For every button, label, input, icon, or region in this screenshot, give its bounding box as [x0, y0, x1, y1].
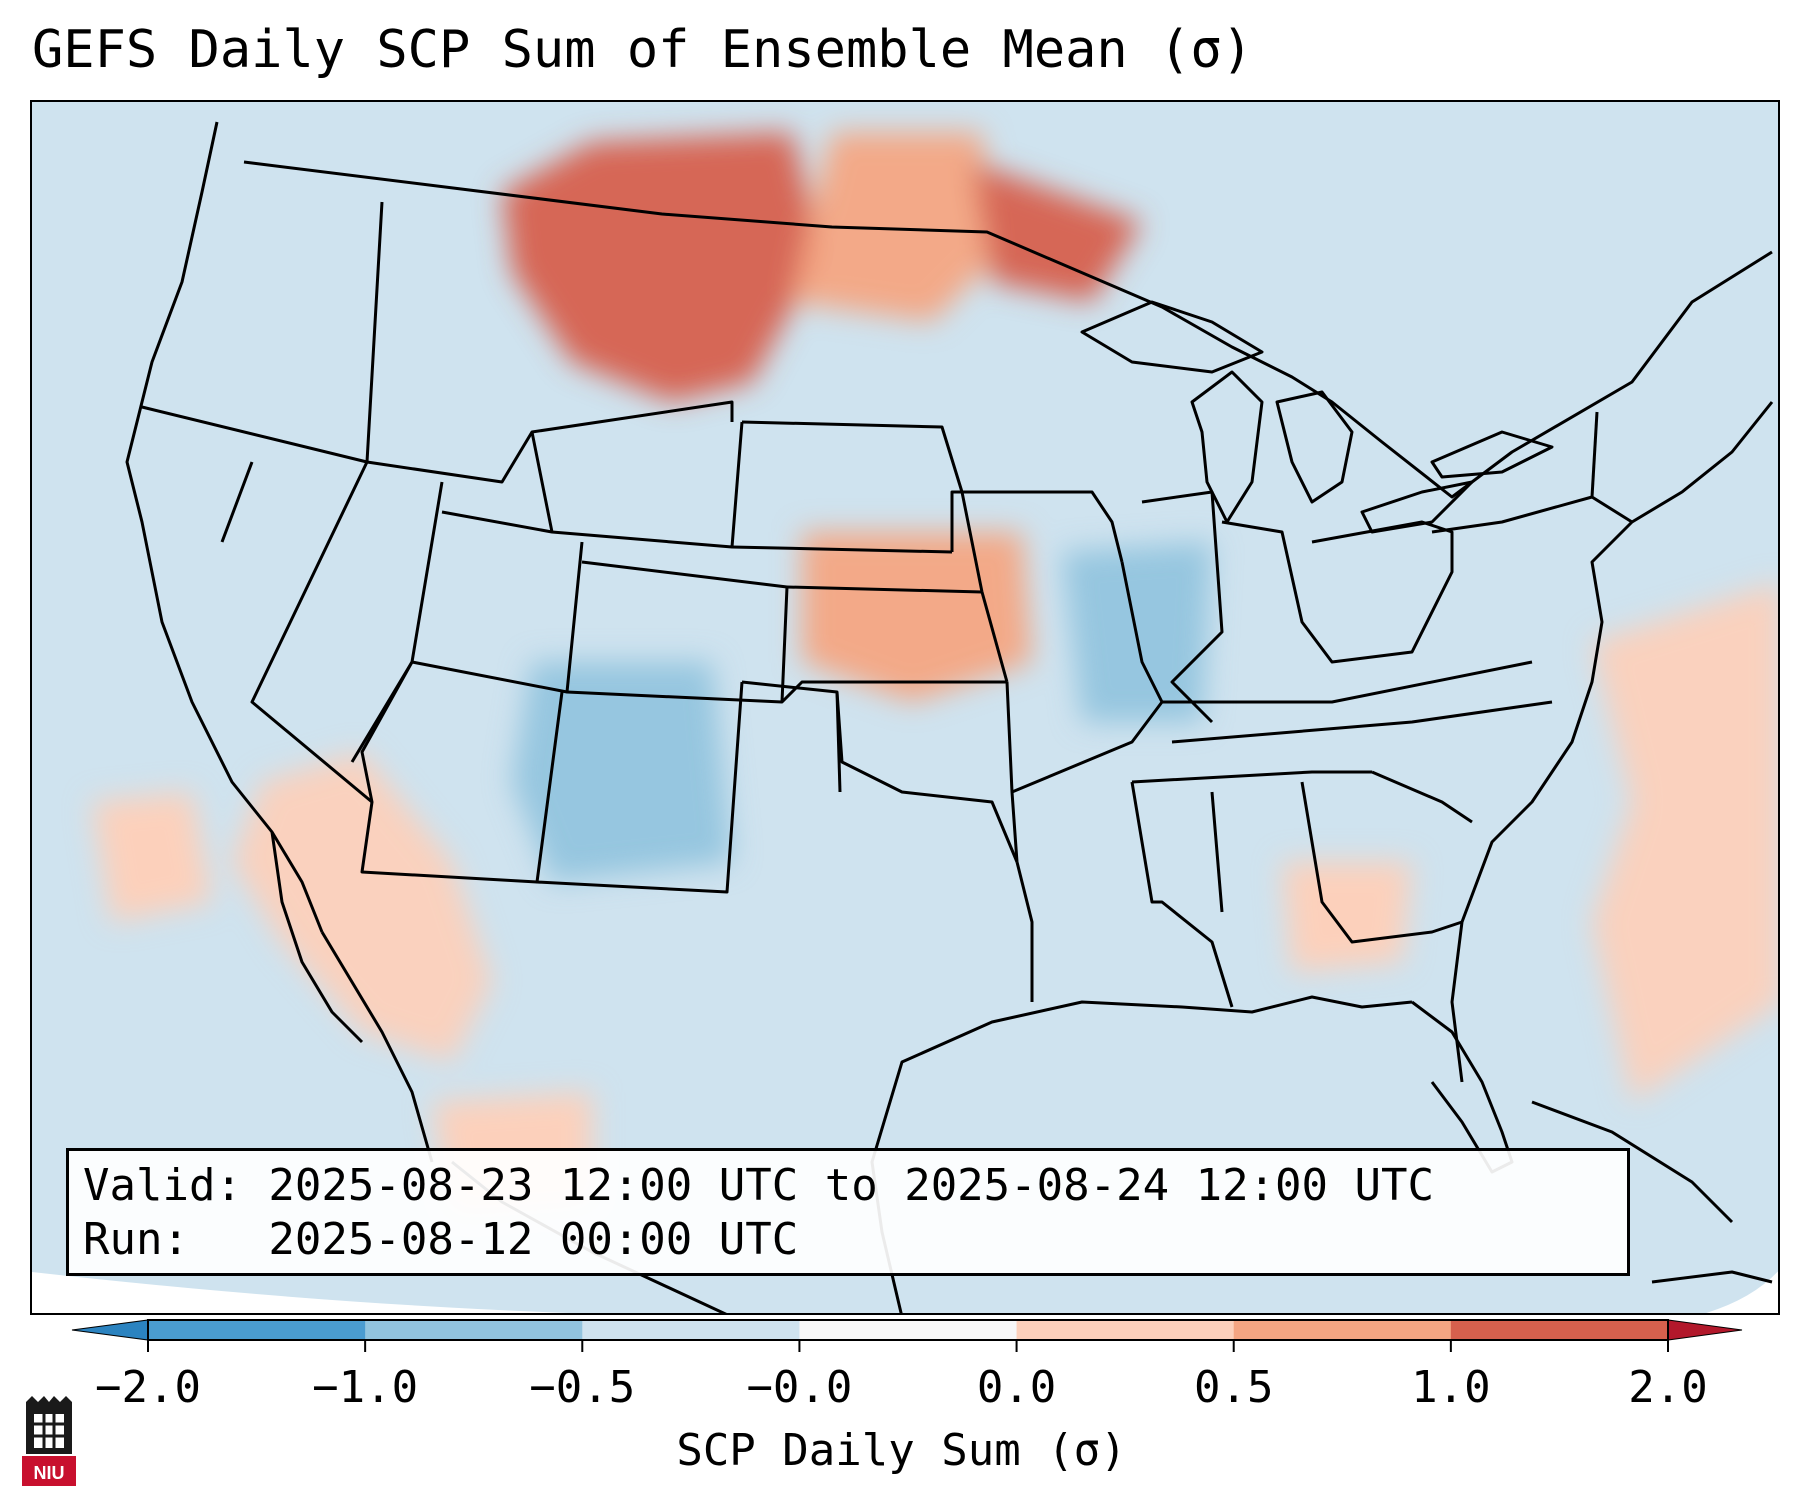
anomaly-region: [1592, 583, 1778, 1102]
colorbar-extend-max: [1667, 1319, 1743, 1341]
anomaly-region: [972, 162, 1142, 302]
logo-text: NIU: [34, 1463, 65, 1483]
valid-run-box: Valid: 2025-08-23 12:00 UTC to 2025-08-2…: [66, 1148, 1630, 1276]
colorbar-tick-label: −0.0: [746, 1362, 853, 1413]
colorbar-segment: [1450, 1320, 1669, 1340]
anomaly-region: [792, 132, 992, 322]
projection-edge: [1706, 1271, 1778, 1313]
anomaly-region: [502, 132, 822, 402]
colorbar-label: SCP Daily Sum (σ): [676, 1425, 1127, 1476]
colorbar-tick-label: 0.0: [976, 1362, 1057, 1413]
chart-title: GEFS Daily SCP Sum of Ensemble Mean (σ): [32, 20, 1253, 80]
anomaly-region: [512, 662, 732, 882]
colorbar-frame: [147, 1319, 1669, 1341]
anomaly-region: [802, 532, 1032, 702]
run-line: Run: 2025-08-12 00:00 UTC: [83, 1214, 799, 1265]
valid-line: Valid: 2025-08-23 12:00 UTC to 2025-08-2…: [83, 1160, 1435, 1211]
anomaly-fields: [92, 132, 1778, 1212]
anomaly-region: [232, 752, 492, 1062]
colorbar-tick-label: −1.0: [312, 1362, 419, 1413]
colorbar-tick-label: −0.5: [529, 1362, 636, 1413]
niu-logo: NIU: [22, 1396, 76, 1486]
colorbar-segment: [148, 1320, 366, 1340]
colorbar-segment: [1233, 1320, 1452, 1340]
colorbar-segment: [1016, 1320, 1235, 1340]
anomaly-patch: [1282, 862, 1412, 972]
colorbar-tick-label: 2.0: [1628, 1362, 1708, 1413]
colorbar-segment: [799, 1320, 1018, 1340]
colorbar-tick-label: 1.0: [1411, 1362, 1491, 1413]
colorbar-segment: [365, 1320, 583, 1340]
colorbar: [71, 1319, 1743, 1352]
anomaly-patch: [92, 792, 212, 922]
colorbar-segment: [582, 1320, 800, 1340]
map-svg: [32, 102, 1778, 1313]
colorbar-extend-min: [71, 1319, 149, 1341]
map-panel: [30, 100, 1780, 1315]
colorbar-tick-label: 0.5: [1193, 1362, 1274, 1413]
colorbar-tick-label: −2.0: [95, 1362, 201, 1413]
projection-edge: [32, 1272, 570, 1313]
